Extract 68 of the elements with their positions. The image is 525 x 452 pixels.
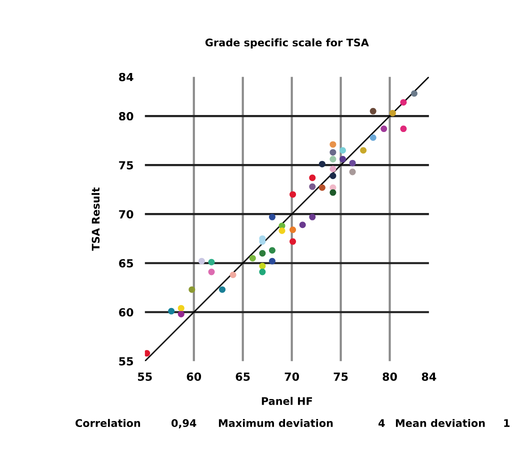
text: 4 [378, 419, 385, 427]
point [309, 183, 316, 190]
point [389, 110, 396, 116]
point [268, 247, 276, 254]
x-tick-label: 80 [382, 372, 397, 381]
point [230, 272, 236, 278]
point [309, 174, 316, 182]
point [178, 304, 184, 312]
point [290, 238, 296, 245]
text: Mean deviation [396, 418, 485, 428]
point [168, 308, 175, 314]
point [400, 99, 407, 106]
point [330, 166, 336, 172]
point [349, 160, 356, 166]
y-tick-label: 55 [119, 357, 134, 366]
point [339, 156, 346, 162]
point [330, 172, 336, 180]
y-tick-label: 60 [119, 308, 134, 317]
point [380, 126, 388, 132]
point [299, 222, 306, 228]
point [178, 310, 184, 318]
point [259, 262, 266, 270]
x-tick-label: 75 [334, 372, 348, 381]
chart-title: Grade specific scale for TSA [205, 38, 369, 48]
point [290, 226, 296, 234]
point [188, 286, 196, 293]
point [400, 126, 407, 132]
y-tick-label: 80 [119, 112, 134, 120]
point [318, 184, 326, 191]
point [268, 258, 276, 264]
point [330, 189, 336, 196]
y-tick-label: 84 [119, 72, 134, 82]
y-tick-label: 70 [119, 210, 134, 218]
point [370, 108, 376, 114]
y-tick-label: 65 [119, 259, 134, 268]
point [198, 258, 205, 264]
point [290, 191, 296, 198]
text: Maximum deviation [218, 418, 333, 428]
x-tick-label: 60 [186, 372, 202, 381]
x-tick-label: 55 [138, 372, 152, 381]
x-axis-title: Panel HF [262, 396, 312, 405]
y-axis-title: TSA Result [92, 187, 100, 251]
y-tick-label: 75 [119, 161, 134, 170]
point [370, 134, 376, 141]
point [339, 147, 346, 154]
point [208, 258, 215, 266]
point [144, 350, 150, 357]
point [208, 268, 215, 276]
point [219, 286, 226, 293]
x-tick-label: 65 [236, 372, 250, 381]
text: 1 [504, 419, 510, 427]
x-tick-label: 84 [422, 372, 436, 381]
text: 0,94 [172, 419, 196, 428]
point [259, 268, 266, 276]
point [410, 90, 418, 97]
x-tick-label: 70 [284, 372, 300, 381]
point [249, 254, 256, 262]
point [330, 156, 336, 162]
point [278, 228, 286, 234]
point [259, 250, 266, 257]
point [268, 214, 276, 220]
point [330, 141, 336, 148]
text: Correlation [76, 418, 140, 428]
point [309, 214, 316, 220]
point [360, 147, 367, 154]
point [349, 168, 356, 176]
point [330, 149, 336, 156]
point [318, 160, 326, 168]
